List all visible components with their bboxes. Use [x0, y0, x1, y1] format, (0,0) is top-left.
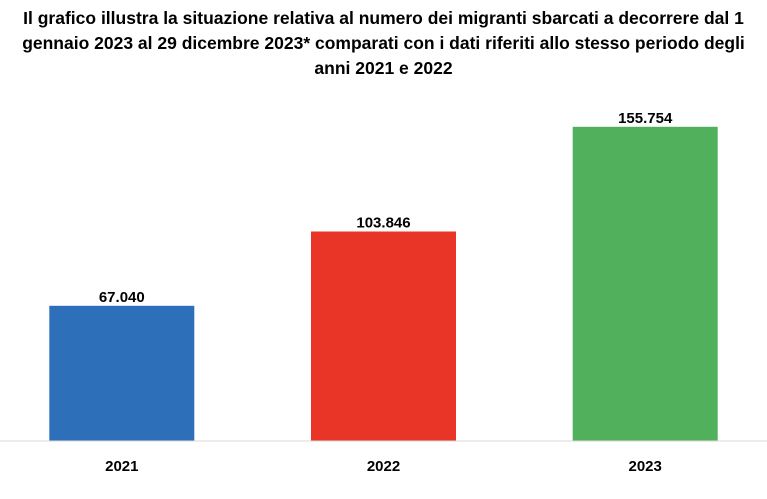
value-labels-group: 67.040 103.846 155.754: [99, 110, 673, 306]
value-label-2021: 67.040: [99, 289, 145, 306]
bar-2022: [311, 231, 456, 441]
bars-group: [49, 126, 718, 442]
value-label-2023: 155.754: [618, 110, 673, 127]
chart-title: Il grafico illustra la situazione relati…: [0, 6, 767, 81]
bar-2021: [49, 305, 195, 441]
chart-title-line-3: anni 2021 e 2022: [314, 58, 453, 78]
x-tick-labels-group: 2021 2022 2023: [105, 458, 662, 475]
chart-title-line-1: Il grafico illustra la situazione relati…: [23, 8, 744, 28]
x-tick-label-2023: 2023: [629, 458, 662, 475]
x-tick-label-2022: 2022: [367, 458, 400, 475]
bar-2023: [572, 126, 718, 442]
chart-title-line-2: gennaio 2023 al 29 dicembre 2023* compar…: [22, 33, 745, 53]
value-label-2022: 103.846: [356, 215, 410, 232]
x-tick-label-2021: 2021: [105, 458, 138, 475]
